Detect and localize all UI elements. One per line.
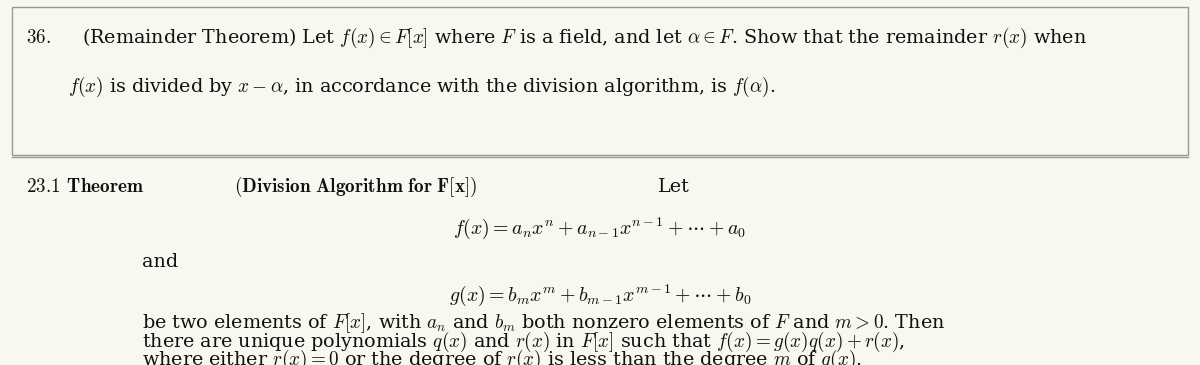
Text: $\mathbf{36.}$: $\mathbf{36.}$	[26, 29, 52, 47]
FancyBboxPatch shape	[12, 7, 1188, 155]
Text: $f(x) = a_n x^n + a_{n-1}x^{n-1} + \cdots + a_0$: $f(x) = a_n x^n + a_{n-1}x^{n-1} + \cdot…	[454, 215, 746, 241]
Text: $f(x)$ is divided by $x - \alpha$, in accordance with the division algorithm, is: $f(x)$ is divided by $x - \alpha$, in ac…	[68, 75, 775, 99]
Text: and: and	[142, 253, 178, 271]
Text: there are unique polynomials $q(x)$ and $r(x)$ in $F[x]$ such that $f(x) = g(x)q: there are unique polynomials $q(x)$ and …	[142, 330, 905, 354]
Text: $\mathbf{23.1}$ $\mathbf{Theorem}$: $\mathbf{23.1}$ $\mathbf{Theorem}$	[26, 178, 144, 196]
Text: (Remainder Theorem) Let $f(x) \in F[x]$ where $F$ is a field, and let $\alpha \i: (Remainder Theorem) Let $f(x) \in F[x]$ …	[82, 26, 1086, 50]
Text: $g(x) = b_m x^m + b_{m-1}x^{m-1} + \cdots + b_0$: $g(x) = b_m x^m + b_{m-1}x^{m-1} + \cdot…	[449, 282, 751, 308]
Text: be two elements of $F[x]$, with $a_n$ and $b_m$ both nonzero elements of $F$ and: be two elements of $F[x]$, with $a_n$ an…	[142, 311, 944, 335]
Text: where either $r(x) = 0$ or the degree of $r(x)$ is less than the degree $m$ of $: where either $r(x) = 0$ or the degree of…	[142, 348, 862, 365]
Text: $\mathbf{(Division\ Algorithm\ for\ }$$\mathbf{F}$$\mathbf{[x])}$: $\mathbf{(Division\ Algorithm\ for\ }$$\…	[234, 175, 478, 199]
Text: Let: Let	[658, 178, 690, 196]
